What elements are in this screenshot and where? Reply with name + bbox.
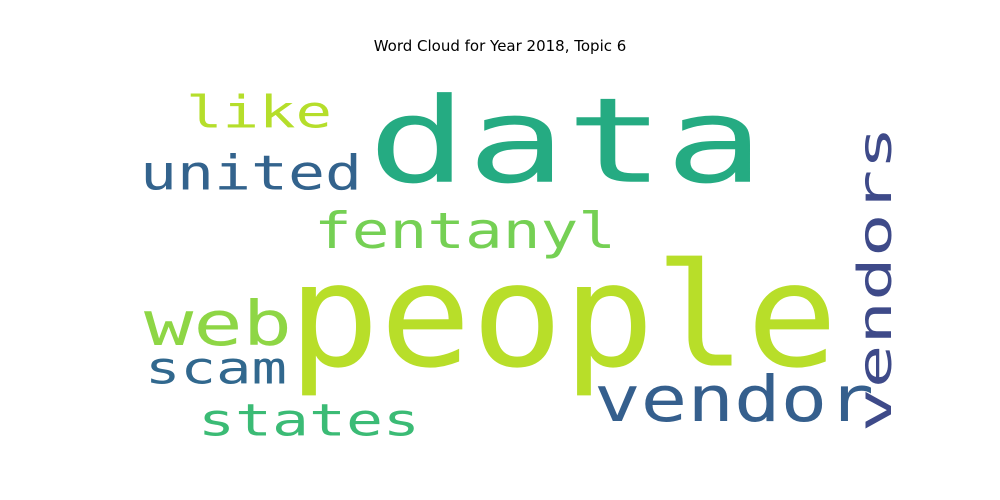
word-vendor: vendor xyxy=(594,362,874,436)
word-united: united xyxy=(140,145,362,201)
chart-title: Word Cloud for Year 2018, Topic 6 xyxy=(373,37,627,55)
word-people: people xyxy=(288,233,838,400)
word-web: web xyxy=(144,289,292,360)
word-data: data xyxy=(368,72,764,210)
word-like: like xyxy=(186,86,332,138)
word-vendors: vendors xyxy=(849,126,902,432)
word-fentanyl: fentanyl xyxy=(314,203,616,260)
word-scam: scam xyxy=(145,343,287,394)
word-states: states xyxy=(198,394,420,446)
